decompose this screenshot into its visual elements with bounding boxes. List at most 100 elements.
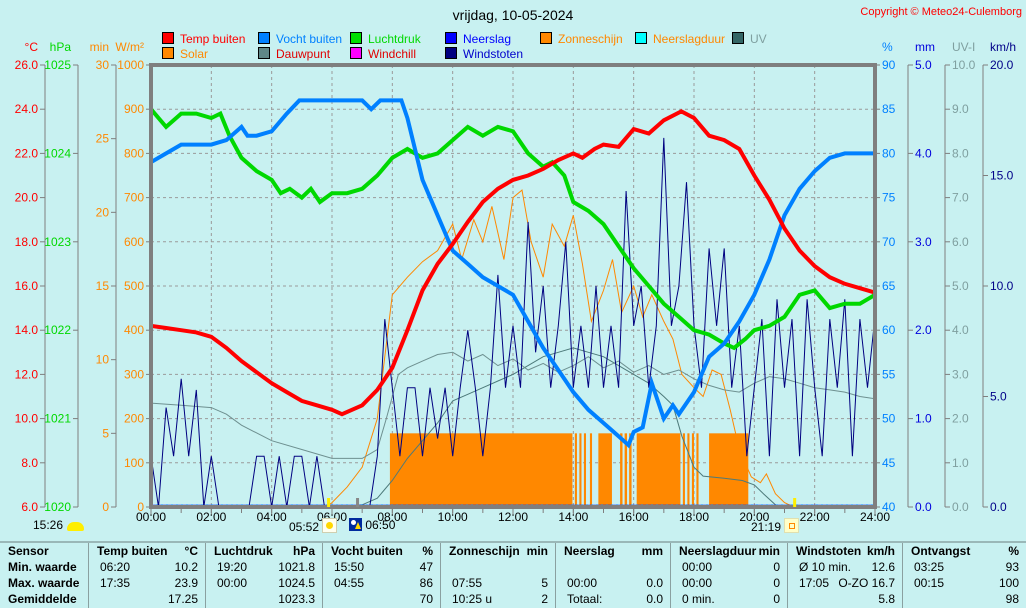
sunrise-time: 05:52 xyxy=(289,520,320,534)
table-row: 0 min. 0 xyxy=(671,591,787,607)
group-unit: km/h xyxy=(866,544,895,558)
copyright: Copyright © Meteo24-Culemborg xyxy=(860,6,1022,18)
axis-tick-label: 40 xyxy=(882,500,896,514)
x-tick-label: 20:00 xyxy=(739,510,769,524)
row-label: Gemiddelde xyxy=(8,592,77,606)
table-row: 5.8 xyxy=(788,591,902,607)
table-row: 17.25 xyxy=(89,591,205,607)
cell-value: 0 xyxy=(773,592,780,606)
vocht-buiten-swatch-icon xyxy=(258,32,270,44)
series-solar xyxy=(151,189,875,507)
axis-tick-label: 85 xyxy=(882,102,896,116)
x-tick-label: 22:00 xyxy=(800,510,830,524)
table-group-zonneschijn: Zonneschijn min 07:55 5 10:25 u 2 xyxy=(440,543,555,608)
table-row: 00:15 100 xyxy=(903,575,1026,591)
cell-value: 0.0 xyxy=(646,592,663,606)
cell-value: 2 xyxy=(541,592,548,606)
cell-time: 00:00 xyxy=(217,576,248,590)
x-tick-label: 18:00 xyxy=(679,510,709,524)
group-header: Zonneschijn min xyxy=(441,543,555,559)
legend-label: Temp buiten xyxy=(180,32,246,46)
temp-buiten-swatch-icon xyxy=(162,32,174,44)
group-name: Vocht buiten xyxy=(331,544,403,558)
axis-tick-label: 300 xyxy=(124,367,144,381)
axis-tick-label: 22.0 xyxy=(15,146,39,160)
table-row: 03:25 93 xyxy=(903,559,1026,575)
group-unit: min xyxy=(526,544,548,558)
marker-sunset: 21:19 xyxy=(751,518,800,534)
axis-tick-label: 0 xyxy=(137,500,144,514)
table-row: Ø 10 min. 12.6 xyxy=(788,559,902,575)
cell-value: 0.0 xyxy=(646,576,663,590)
legend-item-luchtdruk: Luchtdruk xyxy=(350,30,421,46)
axis-tick-label: 10.0 xyxy=(952,58,976,72)
axis-tick-label: 0 xyxy=(102,500,109,514)
axis-tick-label: 75 xyxy=(882,191,896,205)
axis-unit-min: min xyxy=(90,40,109,54)
axis-tick-label: 3.0 xyxy=(915,235,932,249)
cell-value: 12.6 xyxy=(871,560,895,574)
solar-swatch-icon xyxy=(162,47,174,59)
cell-value: 1023.3 xyxy=(278,592,315,606)
axis-tick-label: 1.0 xyxy=(915,412,932,426)
axis-tick-label: 45 xyxy=(882,456,896,470)
group-header: Neerslagduur min xyxy=(671,543,787,559)
cell-value: 0 xyxy=(773,576,780,590)
marker-left: 15:26 xyxy=(33,518,85,532)
x-tick-label: 12:00 xyxy=(498,510,528,524)
axis-tick-label: 1021 xyxy=(44,412,71,426)
axis-unit-temp_c: °C xyxy=(25,40,39,54)
table-group-windstoten: Windstoten km/h Ø 10 min. 12.6 17:05 O-ZO 16.… xyxy=(787,543,902,608)
marker-left-time: 15:26 xyxy=(33,518,64,532)
cell-time: 10:25 u xyxy=(452,592,493,606)
x-tick-label: 04:00 xyxy=(257,510,287,524)
sun-event-tick xyxy=(327,498,331,507)
x-tick-label: 10:00 xyxy=(438,510,468,524)
cell-time: 17:35 xyxy=(100,576,131,590)
page-title: vrijdag, 10-05-2024 xyxy=(452,7,574,23)
legend-item-uv: UV xyxy=(732,30,767,46)
cell-time: 15:50 xyxy=(334,560,365,574)
group-header: Windstoten km/h xyxy=(788,543,902,559)
legend-item-windstoten: Windstoten xyxy=(445,45,523,61)
axis-tick-label: 5.0 xyxy=(952,279,969,293)
axis-tick-label: 600 xyxy=(124,235,144,249)
table-group-ontvangst: Ontvangst% 03:25 93 00:15 100 98 xyxy=(902,543,1026,608)
dauwpunt-swatch-icon xyxy=(258,47,270,59)
table-row: 17:35 23.9 xyxy=(89,575,205,591)
legend-item-vocht-buiten: Vocht buiten xyxy=(258,30,342,46)
stats-table: Sensor Min. waarde Max. waarde Gemiddelde Te… xyxy=(0,541,1026,608)
marker-moonrise: 06:50 xyxy=(349,518,395,532)
group-header: Ontvangst% xyxy=(903,543,1026,559)
axis-tick-label: 2.0 xyxy=(915,323,932,337)
group-unit: mm xyxy=(641,544,663,558)
axis-tick-label: 20.0 xyxy=(990,58,1014,72)
windstoten-swatch-icon xyxy=(445,47,457,59)
axis-tick-label: 16.0 xyxy=(15,279,39,293)
axis-tick-label: 1.0 xyxy=(952,456,969,470)
axis-unit-pct: % xyxy=(882,40,893,54)
cell-time: Ø 10 min. xyxy=(799,560,852,574)
table-row: 98 xyxy=(903,591,1026,607)
axis-tick-label: 7.0 xyxy=(952,191,969,205)
table-row: 19:20 1021.8 xyxy=(206,559,322,575)
axis-tick-label: 10.0 xyxy=(990,279,1014,293)
x-tick-label: 14:00 xyxy=(558,510,588,524)
cell-value: 1024.5 xyxy=(278,576,315,590)
cell-time: 07:55 xyxy=(452,576,483,590)
axis-tick-label: 12.0 xyxy=(15,367,39,381)
sun-event-tick xyxy=(356,498,360,507)
legend-item-temp-buiten: Temp buiten xyxy=(162,30,246,46)
group-name: Ontvangst xyxy=(911,544,971,558)
table-row: 00:00 0.0 xyxy=(556,575,670,591)
group-unit: hPa xyxy=(292,544,315,558)
x-tick-label: 00:00 xyxy=(136,510,166,524)
axis-tick-label: 100 xyxy=(124,456,144,470)
axis-tick-label: 5 xyxy=(102,426,109,440)
axis-unit-wm2: W/m² xyxy=(115,40,144,54)
group-header: Neerslag mm xyxy=(556,543,670,559)
legend-item-windchill: Windchill xyxy=(350,45,416,61)
luchtdruk-swatch-icon xyxy=(350,32,362,44)
zonneschijn-bar xyxy=(598,433,612,506)
axis-tick-label: 10.0 xyxy=(15,412,39,426)
